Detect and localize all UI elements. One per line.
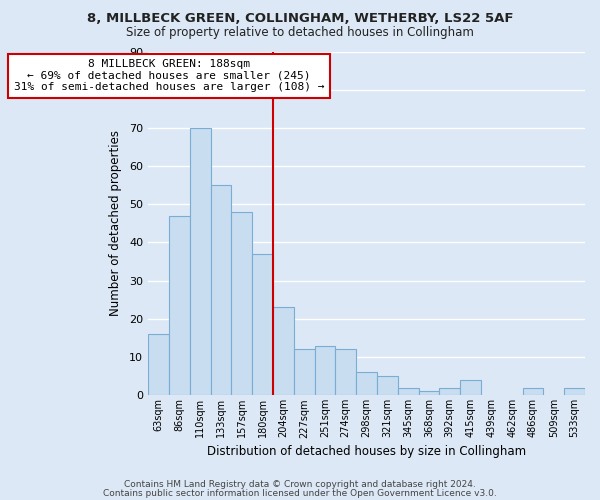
Text: Contains public sector information licensed under the Open Government Licence v3: Contains public sector information licen… [103, 490, 497, 498]
Text: Contains HM Land Registry data © Crown copyright and database right 2024.: Contains HM Land Registry data © Crown c… [124, 480, 476, 489]
Y-axis label: Number of detached properties: Number of detached properties [109, 130, 122, 316]
Bar [419, 392, 439, 396]
X-axis label: Distribution of detached houses by size in Collingham: Distribution of detached houses by size … [207, 444, 526, 458]
Bar [211, 185, 232, 396]
Bar [294, 350, 314, 396]
Bar [356, 372, 377, 396]
Text: 8 MILLBECK GREEN: 188sqm
← 69% of detached houses are smaller (245)
31% of semi-: 8 MILLBECK GREEN: 188sqm ← 69% of detach… [14, 59, 324, 92]
Bar [273, 308, 294, 396]
Bar [564, 388, 585, 396]
Bar [439, 388, 460, 396]
Bar [169, 216, 190, 396]
Bar [398, 388, 419, 396]
Bar [148, 334, 169, 396]
Text: 8, MILLBECK GREEN, COLLINGHAM, WETHERBY, LS22 5AF: 8, MILLBECK GREEN, COLLINGHAM, WETHERBY,… [87, 12, 513, 26]
Bar [190, 128, 211, 396]
Bar [523, 388, 544, 396]
Bar [335, 350, 356, 396]
Text: Size of property relative to detached houses in Collingham: Size of property relative to detached ho… [126, 26, 474, 39]
Bar [252, 254, 273, 396]
Bar [232, 212, 252, 396]
Bar [314, 346, 335, 396]
Bar [377, 376, 398, 396]
Bar [460, 380, 481, 396]
